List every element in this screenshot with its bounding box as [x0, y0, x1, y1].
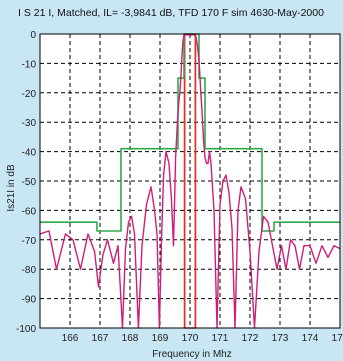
y-tick-label: -50 — [22, 177, 37, 188]
x-tick-label: 170 — [182, 333, 199, 344]
y-tick-label: -100 — [16, 324, 36, 335]
x-tick-label: 166 — [62, 333, 79, 344]
y-tick-label: -60 — [22, 206, 37, 217]
x-tick-label: 168 — [122, 333, 139, 344]
y-tick-label: -10 — [22, 59, 37, 70]
y-tick-label: 0 — [30, 30, 36, 41]
response-line — [39, 33, 341, 329]
y-tick-label: -70 — [22, 236, 37, 247]
x-tick-label: 174 — [302, 333, 319, 344]
x-tick-label: 167 — [92, 333, 109, 344]
chart-title: Ι S 21 Ι, Matched, ΙL= -3,9841 dB, TFD 1… — [18, 7, 324, 19]
y-tick-label: -30 — [22, 118, 37, 129]
y-tick-label: -20 — [22, 89, 37, 100]
x-tick-label: 175 — [332, 333, 343, 344]
plot-area: 166 167 168 169 170 171 172 173 174 175 0 -10 -20 -30… — [16, 30, 343, 344]
plot-border — [39, 33, 341, 329]
x-tick-label: 173 — [272, 333, 289, 344]
y-tick-label: -80 — [22, 265, 37, 276]
x-tick-label: 172 — [242, 333, 259, 344]
x-tick-label: 169 — [152, 333, 169, 344]
x-tick-label: 171 — [212, 333, 229, 344]
y-axis-label: Ιs21Ι in dB — [6, 164, 17, 212]
x-axis-label: Frequency in Mhz — [152, 349, 231, 360]
y-tick-label: -90 — [22, 295, 37, 306]
y-tick-label: -40 — [22, 148, 37, 159]
